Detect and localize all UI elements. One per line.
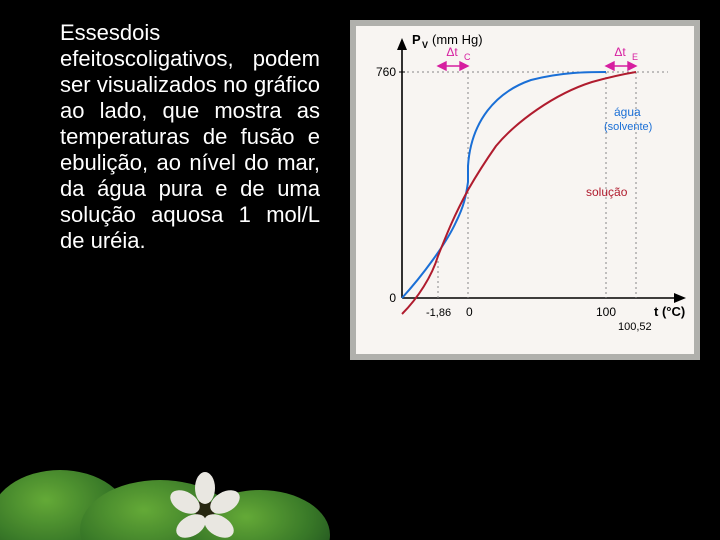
label-solvente: (solvente) (604, 121, 652, 133)
x-axis-label: t (°C) (654, 304, 685, 319)
ytick-0: 0 (389, 291, 396, 305)
label-agua: água (614, 105, 641, 119)
description-paragraph: Essesdois efeitoscoligativos, podem ser … (60, 20, 320, 254)
xtick-0: 0 (466, 305, 473, 319)
svg-text:E: E (632, 52, 638, 62)
curve-water (402, 72, 606, 298)
y-axis-label: P (412, 32, 421, 47)
svg-text:Δt: Δt (614, 45, 626, 59)
chart-frame: Δt C Δt E P V (mm Hg) 760 0 t (°C) -1,86 (350, 20, 700, 360)
xtick-10052: 100,52 (618, 321, 652, 333)
svg-text:Δt: Δt (446, 45, 458, 59)
svg-text:V: V (422, 40, 428, 50)
label-solucao: solução (586, 185, 628, 199)
decorative-foliage (0, 420, 340, 540)
xtick-neg186: -1,86 (426, 307, 451, 319)
ytick-760: 760 (376, 65, 396, 79)
chart-svg: Δt C Δt E P V (mm Hg) 760 0 t (°C) -1,86 (356, 26, 694, 354)
svg-text:(mm Hg): (mm Hg) (432, 32, 483, 47)
chart-canvas: Δt C Δt E P V (mm Hg) 760 0 t (°C) -1,86 (356, 26, 694, 354)
delta-te: Δt E (606, 45, 638, 70)
svg-text:C: C (464, 52, 471, 62)
xtick-100: 100 (596, 305, 616, 319)
delta-tc: Δt C (438, 45, 471, 70)
